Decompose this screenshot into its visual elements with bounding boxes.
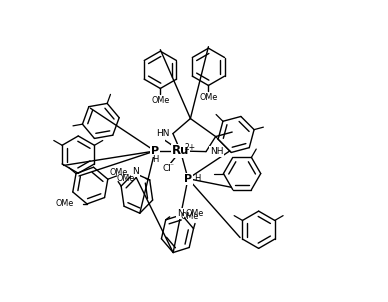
Text: OMe: OMe (55, 199, 73, 208)
Text: P: P (184, 174, 192, 184)
Text: ⁻: ⁻ (170, 162, 174, 171)
Text: Cl: Cl (163, 164, 171, 173)
Text: OMe: OMe (186, 209, 204, 218)
Text: Cl: Cl (155, 132, 164, 141)
Text: OMe: OMe (181, 212, 199, 221)
Text: N: N (177, 209, 184, 218)
Text: N: N (132, 167, 139, 176)
Text: P: P (151, 146, 159, 156)
Text: OMe: OMe (199, 93, 218, 102)
Text: HN: HN (156, 129, 169, 138)
Text: 2+: 2+ (185, 143, 196, 152)
Text: H: H (195, 174, 201, 183)
Text: OMe: OMe (116, 174, 135, 183)
Text: OMe: OMe (151, 96, 170, 105)
Text: H: H (152, 155, 158, 164)
Text: ⁻: ⁻ (162, 130, 166, 139)
Text: OMe: OMe (109, 168, 127, 177)
Text: NH: NH (210, 147, 223, 156)
Text: Ru: Ru (172, 144, 189, 158)
